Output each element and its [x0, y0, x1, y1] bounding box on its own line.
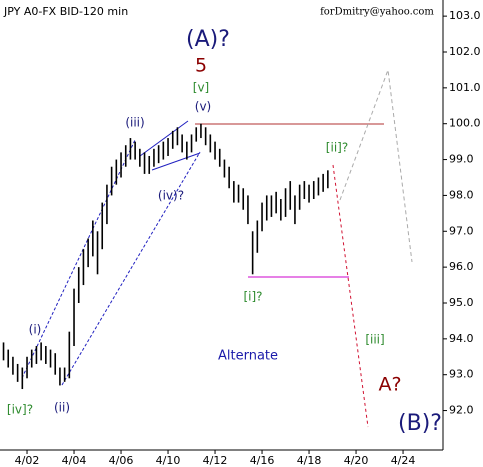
y-tick-label: 100.0 [449, 117, 481, 130]
y-tick-label: 103.0 [449, 9, 481, 22]
wave-label: (i) [29, 323, 42, 337]
y-tick-label: 101.0 [449, 81, 481, 94]
y-tick-label: 97.0 [449, 224, 474, 237]
x-tick-label: 4/10 [156, 454, 181, 467]
x-tick-label: 4/04 [62, 454, 87, 467]
x-tick-label: 4/16 [250, 454, 275, 467]
wave-label: A? [378, 374, 401, 396]
x-tick-label: 4/20 [344, 454, 369, 467]
wedge-line [139, 120, 189, 157]
x-tick-label: 4/06 [109, 454, 134, 467]
y-tick-label: 96.0 [449, 260, 474, 273]
y-tick-label: 95.0 [449, 296, 474, 309]
x-tick-label: 4/12 [203, 454, 228, 467]
subtitle: forDmitry@yahoo.com [320, 7, 434, 18]
wave-label: (ii) [54, 401, 70, 415]
wave-label: (iv)? [158, 189, 184, 203]
wave-label: [ii]? [326, 141, 348, 155]
projection-line [339, 69, 413, 263]
wave-lines [21, 69, 413, 428]
y-tick-label: 92.0 [449, 404, 474, 417]
wave-label: [i]? [243, 290, 262, 304]
wave-label: [iii] [365, 333, 384, 347]
y-tick-label: 98.0 [449, 188, 474, 201]
wave-label: [v] [193, 81, 209, 95]
y-tick-label: 99.0 [449, 153, 474, 166]
projection-line [332, 164, 369, 428]
wave-label: (B)? [398, 411, 442, 436]
channel-line [61, 151, 201, 386]
wave-label: 5 [195, 55, 207, 77]
y-tick-label: 102.0 [449, 45, 481, 58]
wave-label: (A)? [186, 27, 230, 52]
x-tick-label: 4/24 [391, 454, 416, 467]
y-tick-label: 93.0 [449, 368, 474, 381]
wedge-line [151, 152, 201, 171]
wave-label: (iii) [125, 116, 144, 130]
y-tick-label: 94.0 [449, 332, 474, 345]
channel-line [21, 139, 136, 379]
x-tick-label: 4/18 [297, 454, 322, 467]
wave-label: (v) [195, 100, 211, 114]
x-tick-label: 4/02 [15, 454, 40, 467]
wave-label: [iv]? [7, 403, 33, 417]
chart-title: JPY A0-FX BID-120 min [3, 5, 128, 18]
wave-label: Alternate [218, 349, 278, 364]
